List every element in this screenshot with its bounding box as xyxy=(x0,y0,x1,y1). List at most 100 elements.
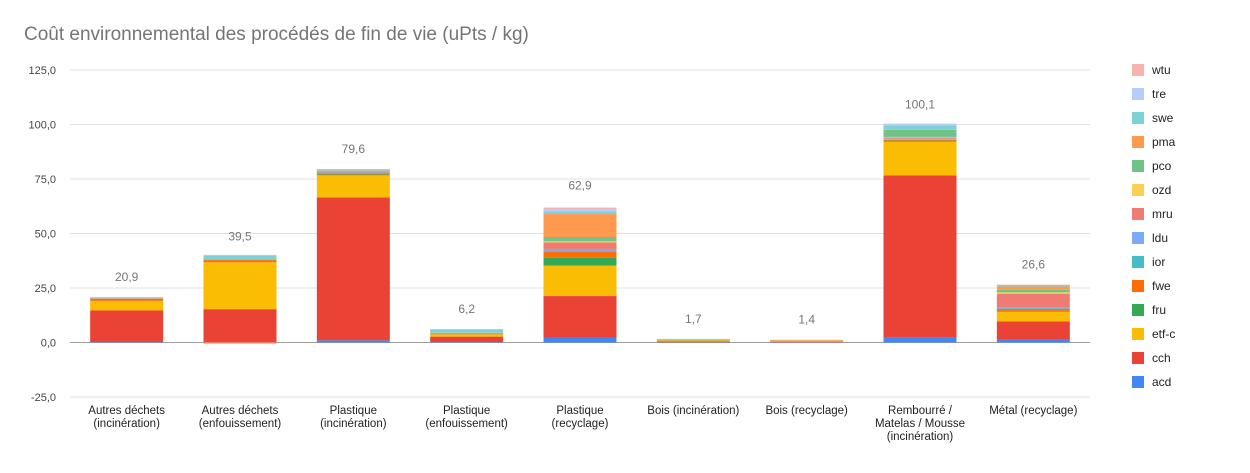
x-tick-label: Autres déchets(incinération) xyxy=(88,405,165,430)
legend-swatch xyxy=(1132,88,1144,100)
bar-segment-pco xyxy=(430,333,503,334)
bar-segment-tre xyxy=(884,124,957,125)
x-tick-label-line: Bois (recyclage) xyxy=(765,405,848,417)
y-tick-label: -25,0 xyxy=(31,392,56,404)
x-tick-label-line: (recyclage) xyxy=(552,418,609,430)
bar-segment-cch xyxy=(884,175,957,337)
bar-segment-swe xyxy=(997,285,1070,287)
legend-swatch xyxy=(1132,376,1144,388)
bar-segment-pco xyxy=(997,290,1070,293)
x-tick-label-line: Plastique xyxy=(443,405,490,417)
bar-segment-cch xyxy=(544,296,617,337)
bar-segment-swe xyxy=(317,169,390,170)
bar-segment-cch xyxy=(430,337,503,342)
data-label: 39,5 xyxy=(228,229,252,243)
x-tick-label: Rembourré /Matelas / Mousse(incinération… xyxy=(875,405,965,443)
x-tick-label: Autres déchets(enfouissement) xyxy=(199,405,282,430)
bar-segment-ozd xyxy=(884,137,957,138)
bar-segment-cch xyxy=(657,341,730,342)
legend-entry: acd xyxy=(1152,375,1171,389)
x-tick-label-line: (incinération) xyxy=(93,418,160,430)
bar-segment-ozd xyxy=(997,292,1070,293)
y-tick-label: 0,0 xyxy=(41,338,56,350)
data-label: 1,7 xyxy=(685,312,702,326)
bar-segment-etf-c xyxy=(90,301,163,310)
legend-entry: etf-c xyxy=(1152,327,1175,341)
bar-segment-ldu xyxy=(544,249,617,251)
x-tick-label: Plastique(recyclage) xyxy=(552,405,609,430)
bar-segment-etf-c xyxy=(544,266,617,297)
bar-segment-ldu xyxy=(317,172,390,173)
legend-swatch xyxy=(1132,64,1144,76)
bar-segment-acd xyxy=(997,340,1070,343)
bar-segment-pma xyxy=(884,129,957,130)
bar-segment-wtu xyxy=(544,208,617,210)
bar-segment-cch xyxy=(997,321,1070,340)
bar-segment-etf-c xyxy=(884,142,957,176)
x-tick-label-line: (enfouissement) xyxy=(199,418,282,430)
legend-swatch xyxy=(1132,328,1144,340)
bar-segment-fru xyxy=(317,174,390,175)
bar-segment-tre xyxy=(544,210,617,212)
legend-swatch xyxy=(1132,232,1144,244)
legend-swatch xyxy=(1132,256,1144,268)
bar-segment-fru xyxy=(997,311,1070,312)
bar-segment-ldu xyxy=(997,308,1070,309)
x-tick-label-line: Autres déchets xyxy=(202,405,279,417)
bar-segment-etf-c xyxy=(657,340,730,341)
bar-segment-pco xyxy=(884,130,957,137)
legend-swatch xyxy=(1132,160,1144,172)
bar-segment-etf-c xyxy=(430,334,503,336)
bar-segment-swe xyxy=(544,211,617,214)
bar-segment-cch xyxy=(204,309,277,342)
x-tick-label-line: Bois (incinération) xyxy=(647,405,739,417)
bar-segment-mru xyxy=(997,294,1070,308)
x-tick-label: Métal (recyclage) xyxy=(989,405,1077,417)
chart-title: Coût environnemental des procédés de fin… xyxy=(24,24,529,46)
legend-entry: tre xyxy=(1152,87,1166,101)
bar-segment-fwe xyxy=(317,174,390,175)
y-tick-label: 100,0 xyxy=(28,120,56,132)
bar-segment-acd xyxy=(544,337,617,342)
x-tick-label: Plastique(enfouissement) xyxy=(425,405,508,430)
data-label: 20,9 xyxy=(115,270,139,284)
y-tick-label: 25,0 xyxy=(35,283,56,295)
data-label: 100,1 xyxy=(905,97,935,111)
x-tick-label: Plastique(incinération) xyxy=(320,405,387,430)
legend-entry: ior xyxy=(1152,255,1165,269)
legend-entry: fru xyxy=(1152,303,1166,317)
bar-segment-mru xyxy=(884,138,957,139)
x-tick-label: Bois (incinération) xyxy=(647,405,739,417)
bar-segment-fwe xyxy=(997,309,1070,311)
legend-entry: ldu xyxy=(1152,231,1168,245)
bar-segment-pma xyxy=(204,259,277,260)
bar-segment-mru xyxy=(544,242,617,249)
legend-entry: cch xyxy=(1152,351,1171,365)
x-tick-label-line: (enfouissement) xyxy=(425,418,508,430)
legend-swatch xyxy=(1132,280,1144,292)
bar-segment-etf-c xyxy=(204,262,277,309)
legend-swatch xyxy=(1132,112,1144,124)
legend-swatch xyxy=(1132,352,1144,364)
bar-segment-pco xyxy=(317,171,390,172)
legend-swatch xyxy=(1132,208,1144,220)
bar-segment-etf-c xyxy=(770,341,843,342)
bar-segment-swe xyxy=(430,329,503,332)
x-tick-label-line: Métal (recyclage) xyxy=(989,405,1077,417)
data-label: 6,2 xyxy=(458,302,475,316)
x-tick-label-line: (incinération) xyxy=(887,431,954,443)
y-tick-label: 75,0 xyxy=(35,174,56,186)
bar-segment-fwe xyxy=(884,140,957,141)
bar-segment-fwe xyxy=(204,260,277,262)
legend-swatch xyxy=(1132,184,1144,196)
legend-swatch xyxy=(1132,304,1144,316)
bar-segment-cch xyxy=(90,310,163,342)
legend-swatch xyxy=(1132,136,1144,148)
bar-segment-ior xyxy=(544,251,617,252)
y-tick-label: 50,0 xyxy=(35,229,56,241)
legend-entry: swe xyxy=(1152,111,1174,125)
bar-segment-etf-c xyxy=(997,312,1070,322)
bar-segment-swe xyxy=(657,339,730,340)
